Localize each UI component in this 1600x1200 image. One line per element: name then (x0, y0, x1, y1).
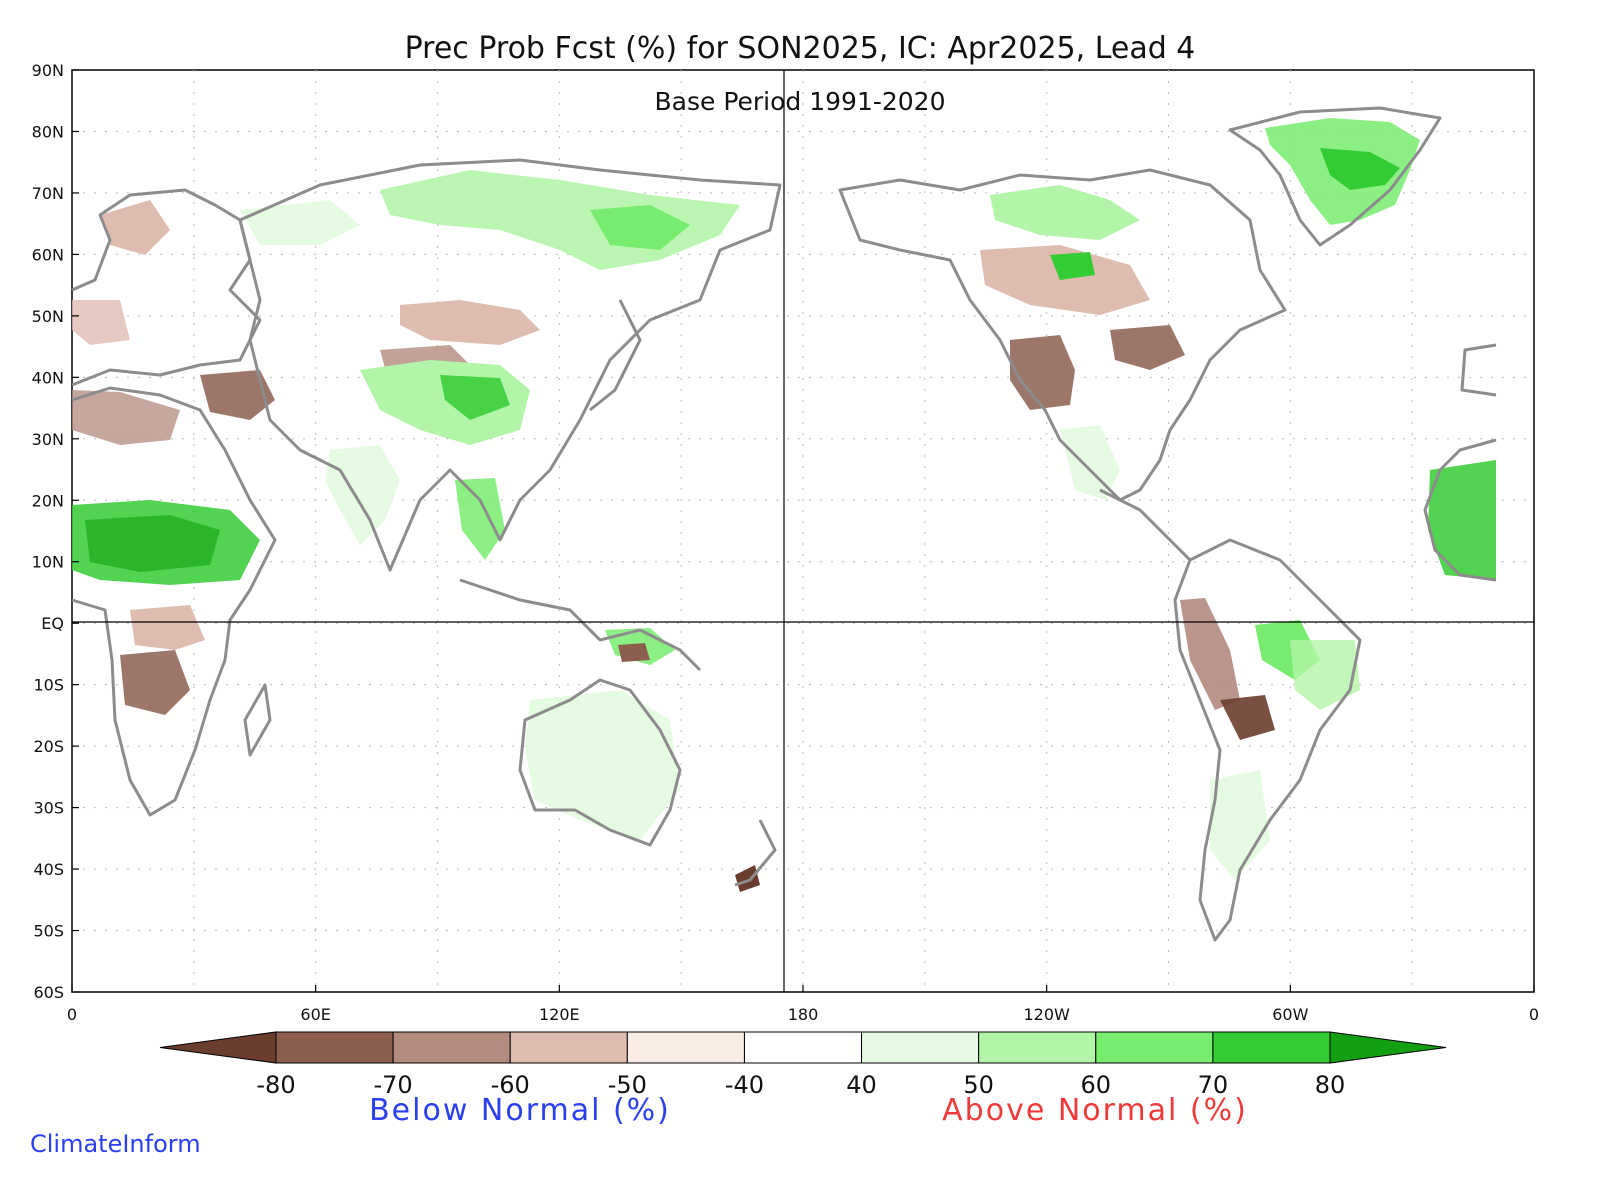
anomaly-central-asia-below (400, 300, 540, 345)
colorbar: -80 -70 -60 -50 -40 40 50 60 70 80 (159, 1031, 1447, 1099)
y-tick-label: 60S (33, 983, 64, 1002)
colorbar-box (275, 1031, 394, 1064)
anomaly-middle-east-below (200, 370, 275, 420)
y-tick-label: 20S (33, 737, 64, 756)
outline-asia (238, 158, 782, 572)
y-tick-label: 90N (32, 61, 64, 80)
y-tick-label: 10N (32, 553, 64, 572)
y-tick-label: 20N (32, 491, 64, 510)
outline-japan (589, 299, 642, 412)
colorbar-label: 40 (846, 1071, 877, 1099)
x-tick-label: 180 (788, 1005, 819, 1024)
x-tick-label: 120E (539, 1005, 580, 1024)
outline-north-america (838, 168, 1287, 502)
anomaly-sahel-strong (85, 515, 220, 572)
anomaly-brazil-light (1290, 640, 1360, 710)
anomaly-southern-africa-below (120, 650, 190, 715)
anomaly-greenland-strong (1320, 148, 1400, 190)
colorbar-label: 60 (1081, 1071, 1112, 1099)
anomaly-africa-light-below (130, 605, 205, 650)
gridlines (72, 70, 1534, 992)
colorbar-label: -40 (725, 1071, 764, 1099)
anomaly-andes-below (1180, 598, 1240, 710)
y-tick-label: 10S (33, 676, 64, 695)
anomaly-great-lakes-below (1110, 325, 1185, 370)
anomaly-canada-above (990, 185, 1140, 240)
y-tick-label: 30S (33, 799, 64, 818)
map-title: Prec Prob Fcst (%) for SON2025, IC: Apr2… (405, 31, 1196, 66)
y-axis-ticks: 90N 80N 70N 60N 50N 40N 30N 20N 10N EQ 10S 20S 30S 40… (32, 61, 79, 1002)
anomaly-mexico-mixed (1060, 425, 1120, 500)
outline-west-africa-right (1423, 438, 1497, 582)
anomaly-bolivia-below (1220, 695, 1275, 740)
y-tick-label: EQ (41, 614, 64, 633)
colorbar-label: -60 (491, 1071, 530, 1099)
x-tick-label: 60E (300, 1005, 330, 1024)
outline-indonesia (459, 578, 702, 672)
colorbar-box (743, 1031, 863, 1064)
colorbar-left-arrow (159, 1031, 277, 1064)
anomaly-north-africa-below (72, 390, 180, 445)
outline-south-america (1173, 538, 1362, 942)
colorbar-box (626, 1031, 745, 1064)
colorbar-box (978, 1031, 1097, 1064)
colorbar-label: -80 (256, 1071, 295, 1099)
anomaly-siberia-strong (590, 205, 690, 250)
colorbar-label: -50 (608, 1071, 647, 1099)
x-tick-label: 60W (1272, 1005, 1308, 1024)
colorbar-right-arrow (1329, 1031, 1447, 1064)
colorbar-box (1212, 1031, 1331, 1064)
above-normal-label: Above Normal (%) (942, 1093, 1248, 1128)
anomaly-se-asia-above (455, 478, 505, 560)
y-tick-label: 50S (33, 922, 64, 941)
anomaly-canada-below (980, 245, 1150, 315)
y-tick-label: 40S (33, 860, 64, 879)
colorbar-box (861, 1031, 980, 1064)
credit-label: ClimateInform (30, 1130, 201, 1158)
outline-madagascar (243, 683, 272, 757)
y-tick-label: 80N (32, 122, 64, 141)
outline-iberia-right (1460, 343, 1497, 397)
y-tick-label: 70N (32, 184, 64, 203)
anomaly-china-strong (440, 375, 510, 420)
anomaly-scandinavia-below (100, 200, 170, 255)
anomaly-nw-europe-above (240, 200, 360, 245)
anomaly-hudson-above (1050, 252, 1095, 280)
outline-new-zealand (734, 819, 777, 887)
anomaly-new-zealand-below (735, 865, 760, 892)
anomaly-argentina-mixed (1210, 770, 1270, 880)
base-period-label: Base Period 1991-2020 (655, 87, 946, 116)
colorbar-label: 50 (963, 1071, 994, 1099)
anomaly-us-west-below (1010, 335, 1075, 410)
colorbar-label: -70 (374, 1071, 413, 1099)
y-tick-label: 60N (32, 245, 64, 264)
outline-central-america (1099, 488, 1192, 562)
colorbar-box (1095, 1031, 1214, 1064)
y-tick-label: 40N (32, 368, 64, 387)
colorbar-label: 80 (1315, 1071, 1346, 1099)
y-tick-label: 50N (32, 307, 64, 326)
map-content (71, 70, 1534, 992)
colorbar-box (509, 1031, 628, 1064)
outline-australia (518, 678, 682, 847)
x-tick-label: 120W (1023, 1005, 1070, 1024)
x-tick-label: 0 (67, 1005, 77, 1024)
anomaly-europe-light-below (72, 300, 130, 345)
colorbar-box (392, 1031, 511, 1064)
outline-greenland (1228, 106, 1442, 247)
anomaly-india-above (325, 445, 400, 545)
anomaly-australia-above (525, 690, 680, 840)
outline-africa (71, 386, 277, 817)
anomaly-west-africa-right (1428, 460, 1496, 580)
x-axis-ticks: 0 60E 120E 180 120W 60W 0 (67, 985, 1539, 1024)
y-tick-label: 30N (32, 430, 64, 449)
continent-outlines (71, 106, 1497, 942)
colorbar-label: 70 (1198, 1071, 1229, 1099)
anomaly-new-guinea-below (618, 643, 650, 662)
x-tick-label: 0 (1529, 1005, 1539, 1024)
below-normal-label: Below Normal (%) (369, 1093, 671, 1128)
